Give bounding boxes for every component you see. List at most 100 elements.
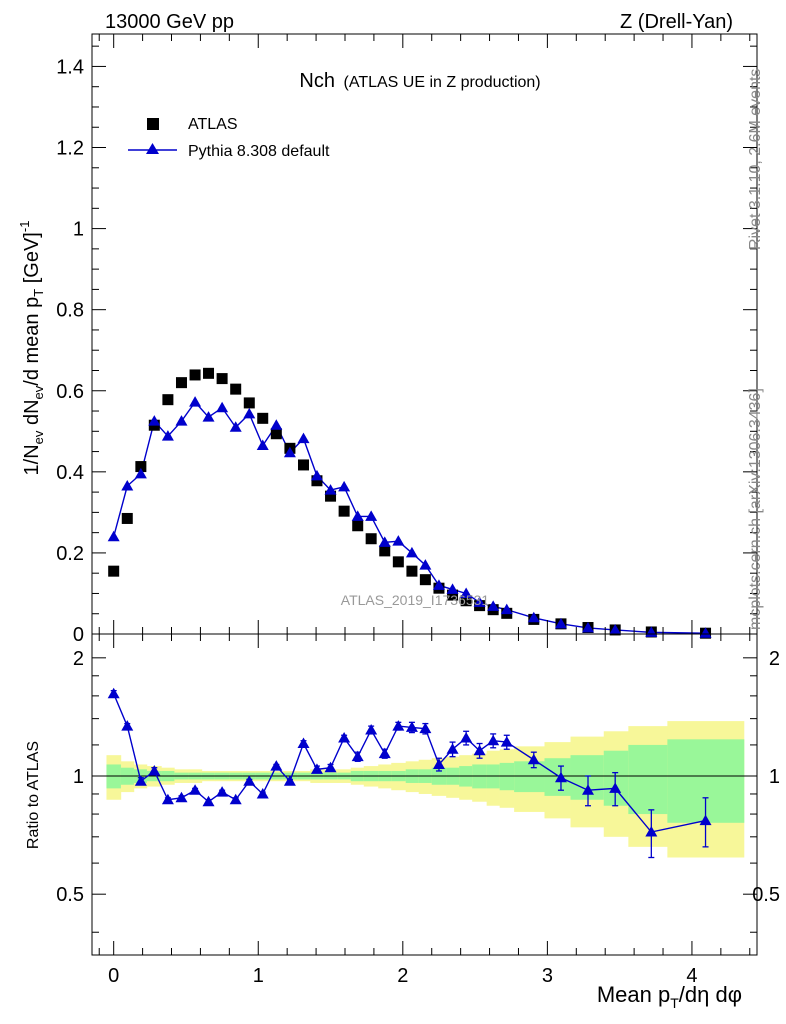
ratio-point: [460, 731, 473, 743]
pythia-point: [365, 510, 378, 521]
pythia-point: [473, 596, 486, 607]
atlas-point: [135, 461, 147, 473]
ratio-band-inner: [514, 761, 545, 793]
ratio-point: [229, 793, 242, 805]
ratio-point: [392, 720, 405, 731]
atlas-point: [175, 377, 187, 389]
pythia-point: [699, 627, 712, 638]
ratio-point: [338, 731, 351, 743]
y-tick-label: 1.4: [56, 56, 84, 78]
pythia-point: [392, 535, 405, 546]
y-tick-label: 0.8: [56, 300, 84, 322]
legend-pythia-label: Pythia 8.308 default: [188, 143, 330, 160]
pythia-point: [582, 621, 595, 633]
atlas-point: [311, 475, 323, 487]
y-axis-label-main: 1/Nev dNev/d mean pT [GeV]-1: [17, 221, 46, 476]
x-tick-label: 4: [686, 965, 697, 987]
ratio-point: [432, 758, 445, 769]
ratio-y-tick-label: 2: [73, 648, 84, 670]
x-tick-label: 1: [253, 965, 264, 987]
atlas-point: [203, 367, 215, 379]
x-tick-label: 3: [542, 965, 553, 987]
pythia-point: [297, 432, 310, 444]
atlas-point: [379, 545, 391, 557]
atlas-point: [406, 565, 418, 577]
plot-title-main: Nch: [299, 70, 335, 92]
pythia-point: [229, 421, 242, 432]
watermark: ATLAS_2019_I1736531: [341, 592, 490, 608]
pythia-point: [256, 439, 269, 450]
atlas-point: [230, 383, 242, 395]
legend-pythia-marker: [146, 143, 159, 154]
x-axis-label: Mean pT/dη dφ: [597, 982, 742, 1011]
ratio-point: [405, 721, 418, 732]
pythia-point: [216, 401, 229, 413]
legend-atlas-label: ATLAS: [188, 116, 238, 133]
ratio-point: [365, 723, 378, 735]
y-tick-label: 0.4: [56, 462, 84, 484]
pythia-point: [324, 484, 337, 495]
pythia-point: [134, 467, 147, 479]
ratio-point: [175, 791, 188, 803]
ratio-band-inner: [499, 762, 515, 791]
atlas-point: [297, 459, 309, 471]
pythia-point: [460, 587, 473, 598]
pythia-point: [189, 396, 202, 407]
pythia-point: [270, 419, 283, 430]
ratio-point: [243, 775, 256, 786]
header-left: 13000 GeV pp: [105, 11, 234, 33]
ratio-y-tick-label: 1: [73, 766, 84, 788]
ratio-point: [134, 775, 147, 786]
atlas-point: [365, 533, 377, 545]
ratio-point: [609, 782, 622, 793]
ratio-y-tick-label: 0.5: [752, 884, 780, 906]
ratio-point: [256, 787, 269, 799]
ratio-y-tick-label: 0.5: [56, 884, 84, 906]
rivet-label: Rivet 3.1.10, 2.6M events: [747, 69, 764, 250]
ratio-point: [582, 784, 595, 795]
pythia-point: [161, 430, 174, 441]
ratio-point: [378, 747, 391, 759]
pythia-point: [338, 480, 351, 492]
atlas-point: [108, 565, 120, 577]
atlas-point: [325, 490, 337, 502]
ratio-point: [446, 743, 459, 754]
atlas-point: [216, 373, 228, 385]
pythia-point: [527, 611, 540, 623]
y-tick-label: 0.2: [56, 543, 84, 565]
atlas-point: [447, 589, 459, 601]
ratio-point: [527, 753, 540, 765]
legend: ATLAS Pythia 8.308 default: [128, 116, 330, 160]
ratio-point: [189, 784, 202, 795]
ratio-point: [121, 720, 134, 731]
ratio-y-tick-label: 1: [769, 766, 780, 788]
ratio-band-inner: [544, 758, 571, 796]
x-tick-label: 0: [108, 965, 119, 987]
svg-text:Nch (ATLAS UE in Z produ: Nch (ATLAS UE in Z production): [299, 70, 540, 92]
atlas-point: [257, 412, 269, 424]
plot-title-sub: (ATLAS UE in Z production): [344, 74, 541, 91]
atlas-point: [460, 595, 472, 607]
atlas-point: [270, 428, 282, 440]
atlas-point: [392, 556, 404, 568]
ratio-point: [699, 814, 712, 826]
plot-title: Nch (ATLAS UE in Z production): [299, 70, 540, 92]
ratio-point: [216, 786, 229, 797]
legend-atlas-marker: [147, 118, 159, 130]
ratio-point: [148, 764, 161, 776]
pythia-point: [419, 559, 432, 570]
atlas-point: [338, 505, 350, 517]
atlas-point: [352, 520, 364, 532]
y-tick-label: 1: [73, 219, 84, 241]
ratio-point: [310, 763, 323, 774]
atlas-point: [243, 397, 255, 409]
pythia-point: [243, 407, 256, 419]
main-panel: 0 0.2 0.4 0.6 0.8 1 1.2 1.4: [56, 33, 758, 646]
pythia-point: [554, 617, 567, 629]
svg-text:Mean pT/dη dφ: Mean pT/dη dφ: [597, 982, 742, 1011]
y-tick-label: 0: [73, 624, 84, 646]
atlas-point: [189, 369, 201, 381]
atlas-point: [419, 574, 431, 586]
pythia-point: [121, 480, 134, 491]
